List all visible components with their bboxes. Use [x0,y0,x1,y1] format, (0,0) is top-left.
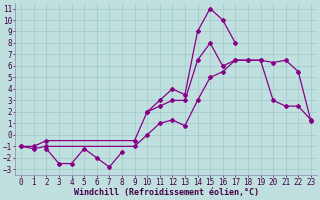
X-axis label: Windchill (Refroidissement éolien,°C): Windchill (Refroidissement éolien,°C) [74,188,259,197]
